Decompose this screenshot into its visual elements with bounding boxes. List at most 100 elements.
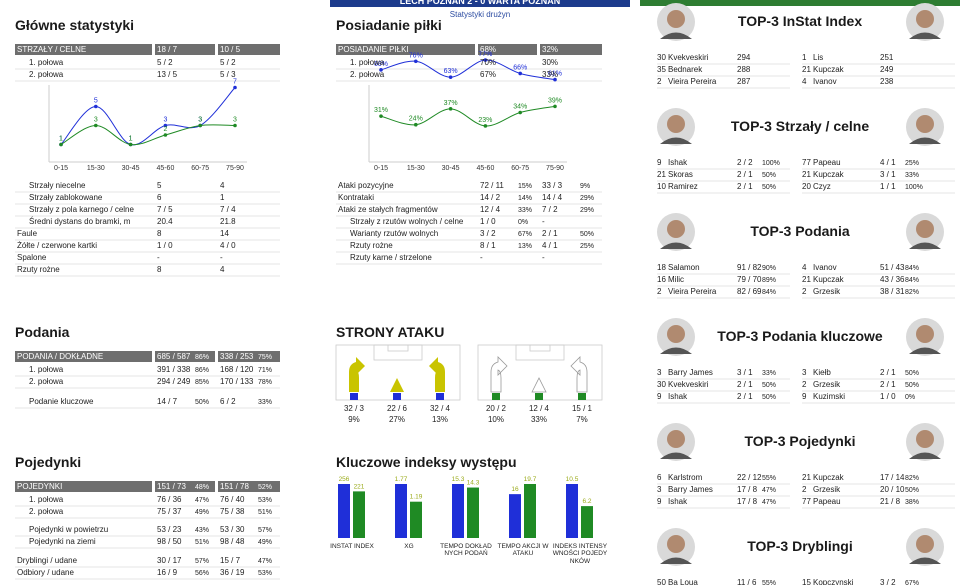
player-cell: 38 / 31 xyxy=(880,287,905,296)
data-label: 19.7 xyxy=(524,476,537,483)
player-cell: Kupczak xyxy=(813,170,844,179)
data-label: 5 xyxy=(94,98,98,105)
player-cell: 249 xyxy=(880,65,894,74)
point xyxy=(379,114,383,118)
player-cell: Milic xyxy=(668,275,684,284)
cell-pct: 57% xyxy=(195,558,210,565)
header-cell xyxy=(155,481,215,492)
side-pct: 9% xyxy=(348,415,360,424)
cell-pct: 71% xyxy=(258,367,273,374)
photo-head xyxy=(916,430,934,448)
goal-box xyxy=(529,344,551,352)
cell-value: 98 / 50 xyxy=(157,537,182,546)
cell-value: 2 / 1 xyxy=(542,229,558,238)
cell-pct: 47% xyxy=(762,487,777,494)
cell-value: 294 / 249 xyxy=(157,377,191,386)
photo-head xyxy=(667,535,685,553)
cell-value: - xyxy=(480,253,483,262)
line xyxy=(60,87,236,146)
data-label: 1.77 xyxy=(395,476,408,483)
cell-value: 20.4 xyxy=(157,217,173,226)
player-cell: 2 xyxy=(802,287,807,296)
cell-value: 8 / 1 xyxy=(480,241,496,250)
cell-value: 32% xyxy=(542,45,559,54)
x-tick-label: 60-75 xyxy=(191,165,209,172)
panel-title: TOP-3 Dryblingi xyxy=(747,538,853,554)
player-cell: 2 / 1 xyxy=(737,380,753,389)
data-label: 37% xyxy=(444,100,458,107)
photo-head xyxy=(667,10,685,28)
cell-value: 1 xyxy=(220,193,225,202)
side-bar xyxy=(535,393,543,400)
data-label: 15.3 xyxy=(452,476,465,483)
player-cell: 4 / 1 xyxy=(880,158,896,167)
point xyxy=(59,142,63,147)
row-label: Żółte / czerwone kartki xyxy=(17,241,98,250)
player-cell: Ba Loua xyxy=(668,578,698,585)
cell-value: 75 / 38 xyxy=(220,507,245,516)
cell-pct: 49% xyxy=(195,509,210,516)
point xyxy=(233,123,237,128)
cell-pct: 57% xyxy=(258,527,273,534)
cell-pct: 84% xyxy=(762,289,777,296)
player-cell: Ishak xyxy=(668,497,688,506)
panel-title: TOP-3 InStat Index xyxy=(737,13,863,29)
cell-value: 8 xyxy=(157,265,162,274)
row-label: Strzały niecelne xyxy=(29,181,86,190)
bar xyxy=(410,501,422,538)
player-cell: 21 xyxy=(802,170,811,179)
section-title: Podania xyxy=(15,324,70,340)
data-label: 61% xyxy=(548,71,562,78)
data-label: 1 xyxy=(59,136,63,143)
category-label: XG xyxy=(404,543,414,550)
category-label: TEMPO AKCJI W ATAKU xyxy=(497,543,549,558)
header-cell xyxy=(478,44,537,55)
cell-pct: 50% xyxy=(905,382,920,389)
data-label: 1 xyxy=(129,136,133,143)
player-cell: Barry James xyxy=(668,485,713,494)
cell-pct: 38% xyxy=(905,499,920,506)
photo-head xyxy=(916,115,934,133)
cell-pct: 13% xyxy=(518,243,533,250)
point xyxy=(163,123,168,128)
player-cell: 20 xyxy=(802,182,811,191)
panel-title: TOP-3 Podania kluczowe xyxy=(717,328,883,344)
cell-value: 21.8 xyxy=(220,217,236,226)
player-cell: 3 / 2 xyxy=(880,578,896,585)
panel-title: TOP-3 Podania xyxy=(750,223,850,239)
cell-value: 98 / 48 xyxy=(220,537,245,546)
line xyxy=(380,59,556,81)
player-cell: Salamon xyxy=(668,263,700,272)
player-cell: 2 / 1 xyxy=(880,368,896,377)
cell-pct: 90% xyxy=(762,265,777,272)
cell-value: 36 / 19 xyxy=(220,568,245,577)
header-cell xyxy=(15,44,152,55)
table-header: POJEDYNKI xyxy=(17,482,63,491)
player-cell: 35 xyxy=(657,65,666,74)
cell-pct: 82% xyxy=(905,289,920,296)
player-cell: Vieira Pereira xyxy=(668,77,717,86)
player-cell: 9 xyxy=(657,158,662,167)
cell-value: 151 / 73 xyxy=(157,482,186,491)
cell-value: 3 / 2 xyxy=(480,229,496,238)
photo-head xyxy=(916,325,934,343)
player-cell: Ishak xyxy=(668,158,688,167)
point xyxy=(198,123,202,128)
cell-value: 76 / 40 xyxy=(220,495,245,504)
data-label: 1 xyxy=(129,136,133,143)
cell-pct: 50% xyxy=(762,382,777,389)
header-cell xyxy=(155,44,215,55)
bar xyxy=(581,506,593,538)
data-label: 39% xyxy=(548,97,562,104)
row-label: Kontrataki xyxy=(338,193,375,202)
cell-value: 14 xyxy=(220,229,229,238)
data-label: 76% xyxy=(409,52,423,59)
player-cell: Czyz xyxy=(813,182,831,191)
table-header: PODANIA / DOKŁADNE xyxy=(17,352,104,361)
cell-value: 1 / 0 xyxy=(480,217,496,226)
section-title: Kluczowe indeksy występu xyxy=(336,454,517,470)
cell-value: 7 / 2 xyxy=(542,205,558,214)
player-cell: 11 / 6 xyxy=(737,578,757,585)
data-label: 1.19 xyxy=(410,494,423,501)
side-pct: 27% xyxy=(388,415,405,424)
